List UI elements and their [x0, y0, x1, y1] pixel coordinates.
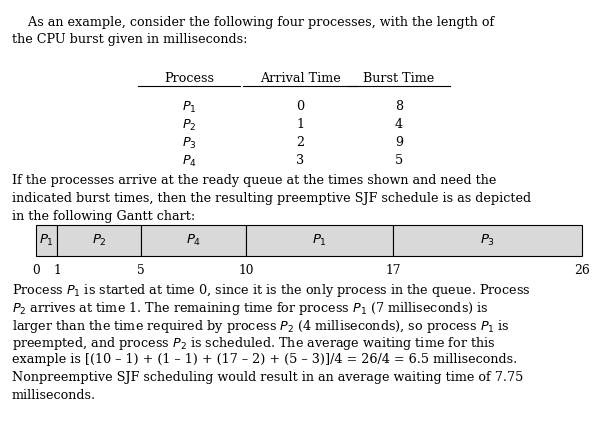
Bar — [393, 225, 582, 256]
Text: 1: 1 — [53, 264, 61, 277]
Text: 0: 0 — [296, 100, 304, 113]
Bar — [36, 225, 57, 256]
Text: $P_2$: $P_2$ — [182, 118, 196, 133]
Text: 4: 4 — [395, 118, 403, 131]
Text: example is [(10 – 1) + (1 – 1) + (17 – 2) + (5 – 3)]/4 = 26/4 = 6.5 milliseconds: example is [(10 – 1) + (1 – 1) + (17 – 2… — [12, 353, 517, 366]
Text: $P_4$: $P_4$ — [186, 233, 201, 248]
Text: 3: 3 — [296, 154, 304, 167]
Text: Nonpreemptive SJF scheduling would result in an average waiting time of 7.75: Nonpreemptive SJF scheduling would resul… — [12, 371, 523, 384]
Text: 2: 2 — [296, 136, 304, 149]
Text: 1: 1 — [296, 118, 304, 131]
Bar — [141, 225, 246, 256]
Text: 17: 17 — [385, 264, 401, 277]
Text: $P_2$: $P_2$ — [92, 233, 106, 248]
Text: 8: 8 — [395, 100, 403, 113]
Text: $P_1$: $P_1$ — [312, 233, 327, 248]
Text: the CPU burst given in milliseconds:: the CPU burst given in milliseconds: — [12, 33, 248, 46]
Text: Process: Process — [164, 72, 214, 85]
Bar — [246, 225, 393, 256]
Text: indicated burst times, then the resulting preemptive SJF schedule is as depicted: indicated burst times, then the resultin… — [12, 192, 531, 205]
Text: Process $P_1$ is started at time 0, since it is the only process in the queue. P: Process $P_1$ is started at time 0, sinc… — [12, 282, 530, 299]
Text: in the following Gantt chart:: in the following Gantt chart: — [12, 210, 195, 223]
Text: $P_1$: $P_1$ — [39, 233, 54, 248]
Text: $P_3$: $P_3$ — [182, 136, 196, 151]
Text: 0: 0 — [32, 264, 40, 277]
Bar — [57, 225, 141, 256]
Text: Arrival Time: Arrival Time — [260, 72, 340, 85]
Text: milliseconds.: milliseconds. — [12, 389, 96, 402]
Text: larger than the time required by process $P_2$ (4 milliseconds), so process $P_1: larger than the time required by process… — [12, 318, 510, 334]
Text: 5: 5 — [395, 154, 403, 167]
Text: $P_2$ arrives at time 1. The remaining time for process $P_1$ (7 milliseconds) i: $P_2$ arrives at time 1. The remaining t… — [12, 300, 488, 317]
Text: If the processes arrive at the ready queue at the times shown and need the: If the processes arrive at the ready que… — [12, 174, 496, 187]
Text: As an example, consider the following four processes, with the length of: As an example, consider the following fo… — [12, 16, 494, 29]
Text: 5: 5 — [137, 264, 145, 277]
Text: 10: 10 — [238, 264, 254, 277]
Text: $P_4$: $P_4$ — [182, 154, 196, 169]
Text: $P_3$: $P_3$ — [480, 233, 495, 248]
Text: 9: 9 — [395, 136, 403, 149]
Text: Burst Time: Burst Time — [364, 72, 434, 85]
Text: $P_1$: $P_1$ — [182, 100, 196, 116]
Text: 26: 26 — [574, 264, 590, 277]
Text: preempted, and process $P_2$ is scheduled. The average waiting time for this: preempted, and process $P_2$ is schedule… — [12, 335, 496, 352]
